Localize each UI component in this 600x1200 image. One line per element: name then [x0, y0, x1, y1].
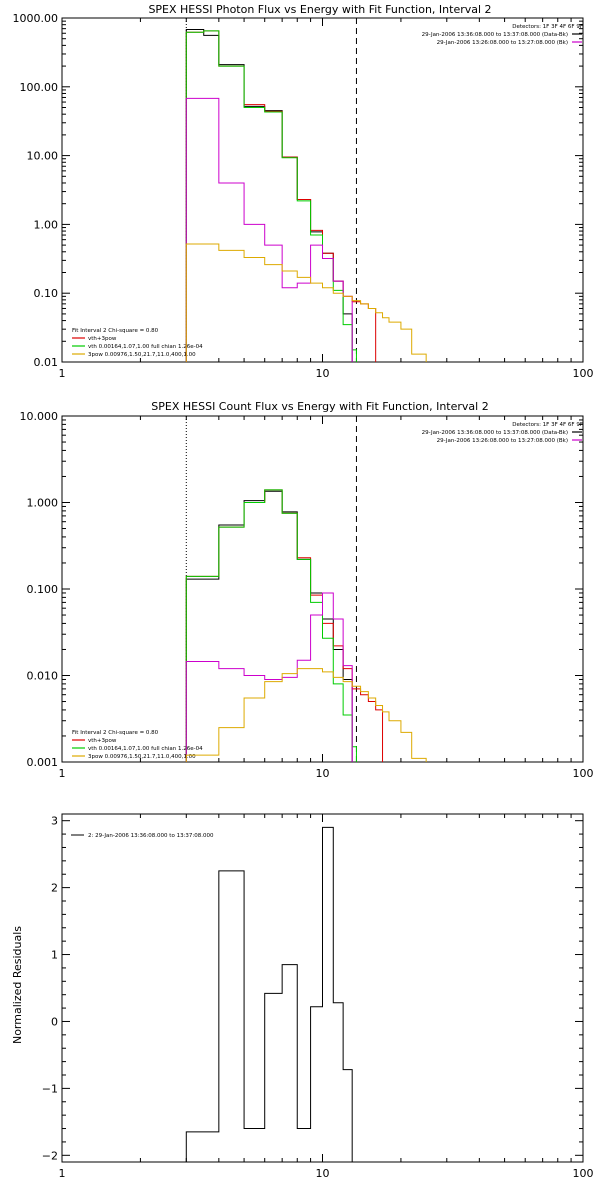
residuals-panel: Normalized Residuals 2: 29-Jan-2006 13:3… [11, 833, 214, 1044]
photon-fit-line-1: vth+3pow [88, 336, 117, 342]
count-fit-line-3: 3pow 0.00976,1.50,21.7,11.0,400,1.00 [88, 754, 196, 760]
count-ytick-label: 1.000 [27, 497, 59, 510]
photon-chart-title: SPEX HESSI Photon Flux vs Energy with Fi… [148, 3, 491, 16]
count-info-data-interval: 29-Jan-2006 13:36:08.000 to 13:37:08.000… [422, 430, 568, 436]
count-fit-line-2: vth 0.00164,1.07,1.00 full chian 1.26e-0… [88, 746, 203, 752]
residuals-ylabel: Normalized Residuals [11, 926, 24, 1044]
count-fit-line-0: Fit Interval 2 Chi-square = 0.80 [72, 730, 159, 736]
count-ytick-label: 0.001 [27, 756, 59, 769]
count-xtick-label: 1 [59, 767, 66, 780]
photon-series-1 [185, 30, 377, 362]
photon-series-0 [185, 29, 353, 362]
photon-ytick-label: 1.00 [34, 218, 59, 231]
photon-info-data-interval: 29-Jan-2006 13:36:08.000 to 13:37:08.000… [422, 32, 568, 38]
residuals-xtick-label: 1 [59, 1167, 66, 1180]
photon-fit-line-0: Fit Interval 2 Chi-square = 0.80 [72, 328, 159, 334]
residuals-ytick-label: −1 [42, 1082, 58, 1095]
photon-fit-line-2: vth 0.00164,1.07,1.00 full chian 1.26e-0… [88, 344, 203, 350]
photon-series-4 [185, 243, 427, 362]
residuals-legend: 2: 29-Jan-2006 13:36:08.000 to 13:37:08.… [88, 833, 214, 839]
count-info-detectors: Detectors: 1F 3F 4F 6F 9F [512, 422, 583, 428]
residuals-xtick-label: 10 [316, 1167, 330, 1180]
count-ytick-label: 0.010 [27, 670, 59, 683]
photon-ytick-label: 0.01 [34, 356, 59, 369]
count-series-2 [185, 489, 357, 762]
count-info-block: Detectors: 1F 3F 4F 6F 9F 29-Jan-2006 13… [422, 422, 583, 444]
count-series-4 [185, 668, 427, 762]
count-fit-line-1: vth+3pow [88, 738, 117, 744]
residuals-ytick-label: 0 [51, 1015, 58, 1028]
photon-series-2 [185, 30, 357, 362]
residuals-xtick-label: 100 [573, 1167, 594, 1180]
photon-ytick-label: 10.00 [27, 150, 59, 163]
photon-series-3 [185, 97, 353, 362]
residuals-ytick-label: 2 [51, 882, 58, 895]
count-ytick-label: 0.100 [27, 583, 59, 596]
photon-ytick-label: 1000.00 [13, 12, 59, 25]
photon-fit-line-3: 3pow 0.00976,1.50,21.7,11.0,400,1.00 [88, 352, 196, 358]
photon-info-detectors: Detectors: 1F 3F 4F 6F 9F [512, 24, 583, 30]
residuals-ytick-label: −2 [42, 1149, 58, 1162]
count-axes-frame [61, 415, 584, 763]
photon-xtick-label: 10 [316, 367, 330, 380]
photon-ytick-label: 100.00 [20, 81, 59, 94]
photon-flux-panel: SPEX HESSI Photon Flux vs Energy with Fi… [72, 3, 583, 358]
count-plot: 1 10 100 10.000 1.000 0.100 0.010 0.001 [20, 410, 594, 780]
count-xtick-label: 10 [316, 767, 330, 780]
photon-xtick-label: 1 [59, 367, 66, 380]
count-fit-legend: Fit Interval 2 Chi-square = 0.80 vth+3po… [72, 730, 203, 760]
count-series-1 [185, 489, 384, 762]
photon-info-block: Detectors: 1F 3F 4F 6F 9F 29-Jan-2006 13… [422, 24, 583, 46]
photon-info-bk-interval: 29-Jan-2006 13:26:08.000 to 13:27:08.000… [437, 40, 568, 46]
photon-fit-legend: Fit Interval 2 Chi-square = 0.80 vth+3po… [72, 328, 203, 358]
photon-plot: 1 10 100 1000.00 100.00 10.00 1.00 0.10 0.01 [13, 12, 594, 380]
count-chart-title: SPEX HESSI Count Flux vs Energy with Fit… [151, 400, 488, 413]
count-info-bk-interval: 29-Jan-2006 13:26:08.000 to 13:27:08.000… [437, 438, 568, 444]
photon-ytick-label: 0.10 [34, 287, 59, 300]
count-flux-panel: SPEX HESSI Count Flux vs Energy with Fit… [72, 400, 583, 760]
count-ytick-label: 10.000 [20, 410, 59, 423]
residuals-ytick-label: 3 [51, 815, 58, 828]
count-series-0 [185, 490, 353, 762]
residuals-ytick-label: 1 [51, 949, 58, 962]
residuals-series-0 [185, 826, 353, 1162]
photon-axes-frame [61, 17, 584, 363]
count-xtick-label: 100 [573, 767, 594, 780]
count-series-3 [185, 592, 353, 762]
photon-xtick-label: 100 [573, 367, 594, 380]
